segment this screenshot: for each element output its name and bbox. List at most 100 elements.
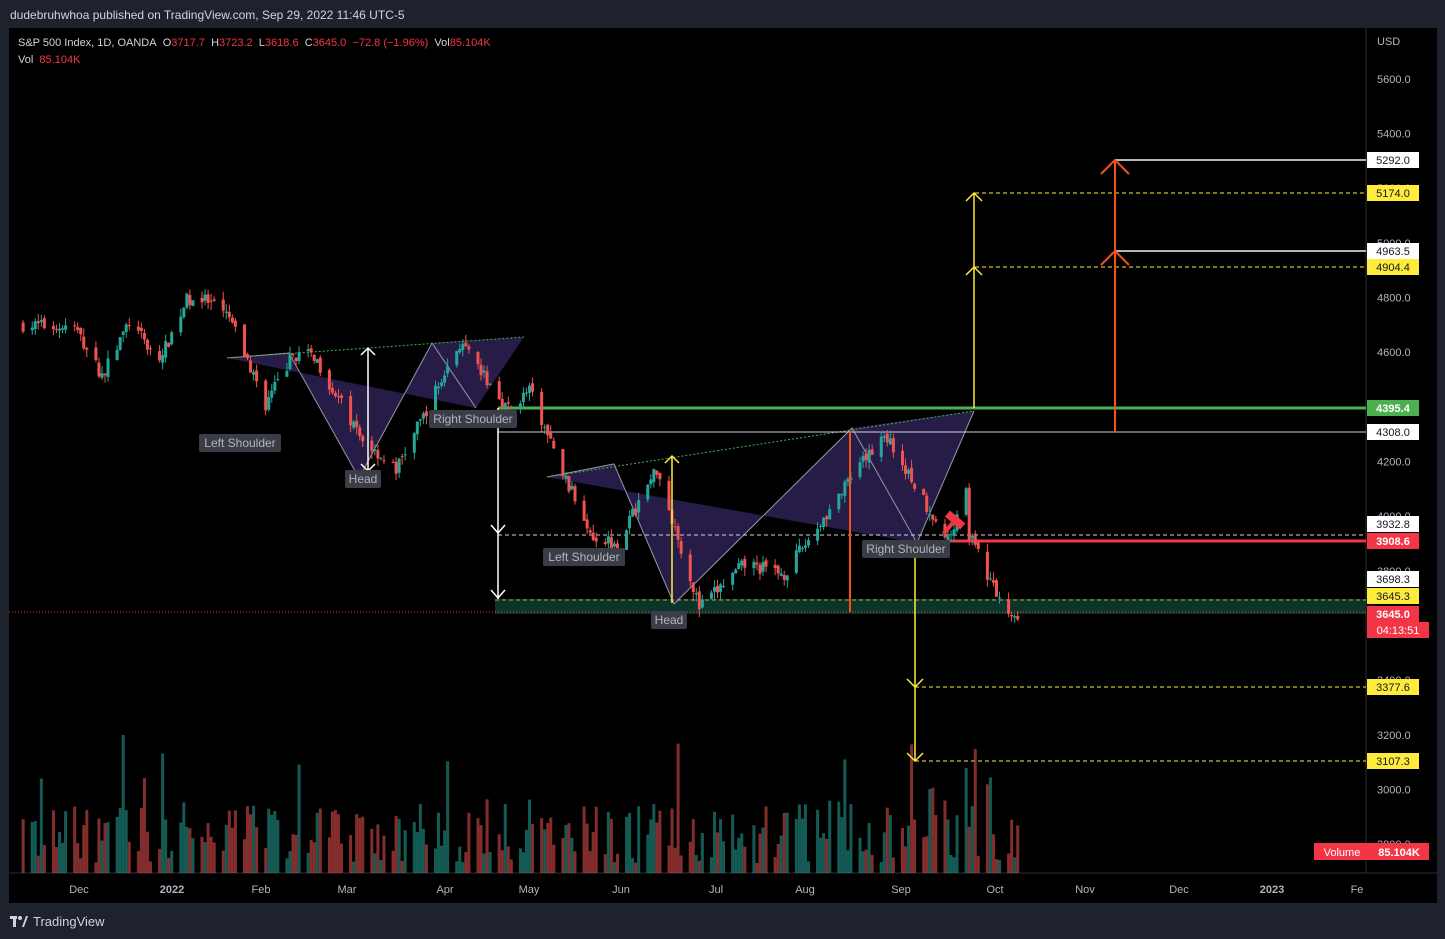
volume-bar xyxy=(94,862,98,873)
volume-bar xyxy=(440,845,444,873)
volume-bar xyxy=(164,819,168,873)
volume-bar xyxy=(609,818,613,873)
candle-body xyxy=(546,424,550,436)
volume-bar xyxy=(976,856,980,873)
volume-bar xyxy=(97,818,101,873)
chart-area[interactable]: Left Shoulder Head Right Shoulder Left S… xyxy=(9,28,1437,903)
volume-bar xyxy=(861,851,865,873)
candle-body xyxy=(64,325,68,330)
legend-h-value: 3723.2 xyxy=(219,37,253,49)
candle-body xyxy=(594,537,598,542)
candle-body xyxy=(230,317,234,323)
price-badge: 3645.3 xyxy=(1376,591,1410,603)
legend-o-value: 3717.7 xyxy=(171,37,205,49)
volume-badge-bg xyxy=(1314,843,1370,860)
volume-bar xyxy=(594,806,598,873)
volume-bar xyxy=(145,831,149,873)
time-axis[interactable]: Dec 2022 Feb Mar Apr May Jun Jul Aug Sep Oct Nov Dec… xyxy=(69,884,1363,896)
volume-bar xyxy=(294,834,298,873)
volume-bar xyxy=(712,811,716,873)
price-badge-bg xyxy=(1367,152,1419,168)
candle-body xyxy=(373,449,377,451)
candle-body xyxy=(716,586,720,593)
candle-body xyxy=(361,436,365,442)
volume-bar xyxy=(864,849,868,873)
candle-body xyxy=(249,360,253,373)
volume-bar xyxy=(503,804,507,873)
volume-bar xyxy=(382,835,386,873)
candle-body xyxy=(142,333,146,340)
candle-body xyxy=(297,352,301,362)
candle-body xyxy=(76,327,80,331)
volume-bar xyxy=(255,827,259,873)
candle-body xyxy=(333,392,337,397)
volume-bar xyxy=(907,825,911,873)
legend-vol2-label[interactable]: Vol xyxy=(18,54,34,66)
volume-bar xyxy=(900,827,904,873)
candle-body xyxy=(970,535,974,539)
volume-bar xyxy=(400,860,404,873)
x-tick-label: Dec xyxy=(69,884,89,896)
volume-bar xyxy=(467,812,471,873)
candle-body xyxy=(658,472,662,480)
y-tick-label: 5600.0 xyxy=(1377,74,1411,86)
volume-bar xyxy=(127,841,131,873)
candle-body xyxy=(58,328,62,331)
candle-body xyxy=(991,580,995,583)
candle-body xyxy=(391,461,395,463)
volume-bar xyxy=(1016,825,1020,873)
candle-body xyxy=(988,578,992,580)
volume-bar xyxy=(434,848,438,873)
volume-bar xyxy=(291,834,295,873)
volume-bar xyxy=(51,810,55,873)
candle-body xyxy=(528,385,532,393)
price-chart[interactable]: Left Shoulder Head Right Shoulder Left S… xyxy=(9,28,1437,903)
candle-body xyxy=(828,509,832,520)
volume-bar xyxy=(315,812,319,873)
volume-bar xyxy=(943,800,947,873)
volume-bar xyxy=(518,848,522,873)
candle-body xyxy=(973,533,977,545)
x-tick-label: Oct xyxy=(986,884,1003,896)
volume-bar xyxy=(991,834,995,873)
candle-body xyxy=(949,534,953,536)
candle-body xyxy=(797,545,801,552)
volume-bar xyxy=(634,862,638,873)
candle-body xyxy=(758,564,762,574)
legend-change: −72.8 (−1.96%) xyxy=(352,37,429,49)
volume-bar xyxy=(188,828,192,873)
candle-body xyxy=(564,475,568,479)
target-arrow-yellow-down-head-2 xyxy=(906,752,924,763)
tradingview-logo[interactable]: TradingView xyxy=(10,914,105,929)
volume-bar xyxy=(700,832,704,873)
x-tick-label: Dec xyxy=(1169,884,1189,896)
price-badge: 3698.3 xyxy=(1376,574,1410,586)
volume-bar xyxy=(752,825,756,873)
candle-body xyxy=(273,381,277,391)
arrows xyxy=(360,158,1130,763)
volume-bar xyxy=(42,845,46,873)
volume-bar xyxy=(488,851,492,873)
candle-body xyxy=(879,436,883,457)
volume-bar xyxy=(206,823,210,873)
countdown-bg xyxy=(1367,622,1429,638)
support-zone xyxy=(495,599,1366,614)
volume-bar xyxy=(985,784,989,873)
legend-symbol[interactable]: S&P 500 Index, 1D, OANDA xyxy=(18,37,157,49)
candle-body xyxy=(224,311,228,313)
candle-body xyxy=(115,349,119,361)
volume-bar xyxy=(743,846,747,873)
candle-body xyxy=(276,379,280,381)
volume-bar xyxy=(670,808,674,873)
volume-bar xyxy=(506,846,510,873)
candle-body xyxy=(124,324,128,332)
volume-bar xyxy=(773,857,777,873)
candle-body xyxy=(591,532,595,541)
legend-vol-label: Vol xyxy=(434,37,450,49)
volume-bar xyxy=(370,828,374,873)
volume-bar xyxy=(100,840,104,873)
volume-bar xyxy=(73,806,77,873)
candle-body xyxy=(212,299,216,301)
volume-bar xyxy=(179,822,183,873)
candle-body xyxy=(94,347,98,360)
